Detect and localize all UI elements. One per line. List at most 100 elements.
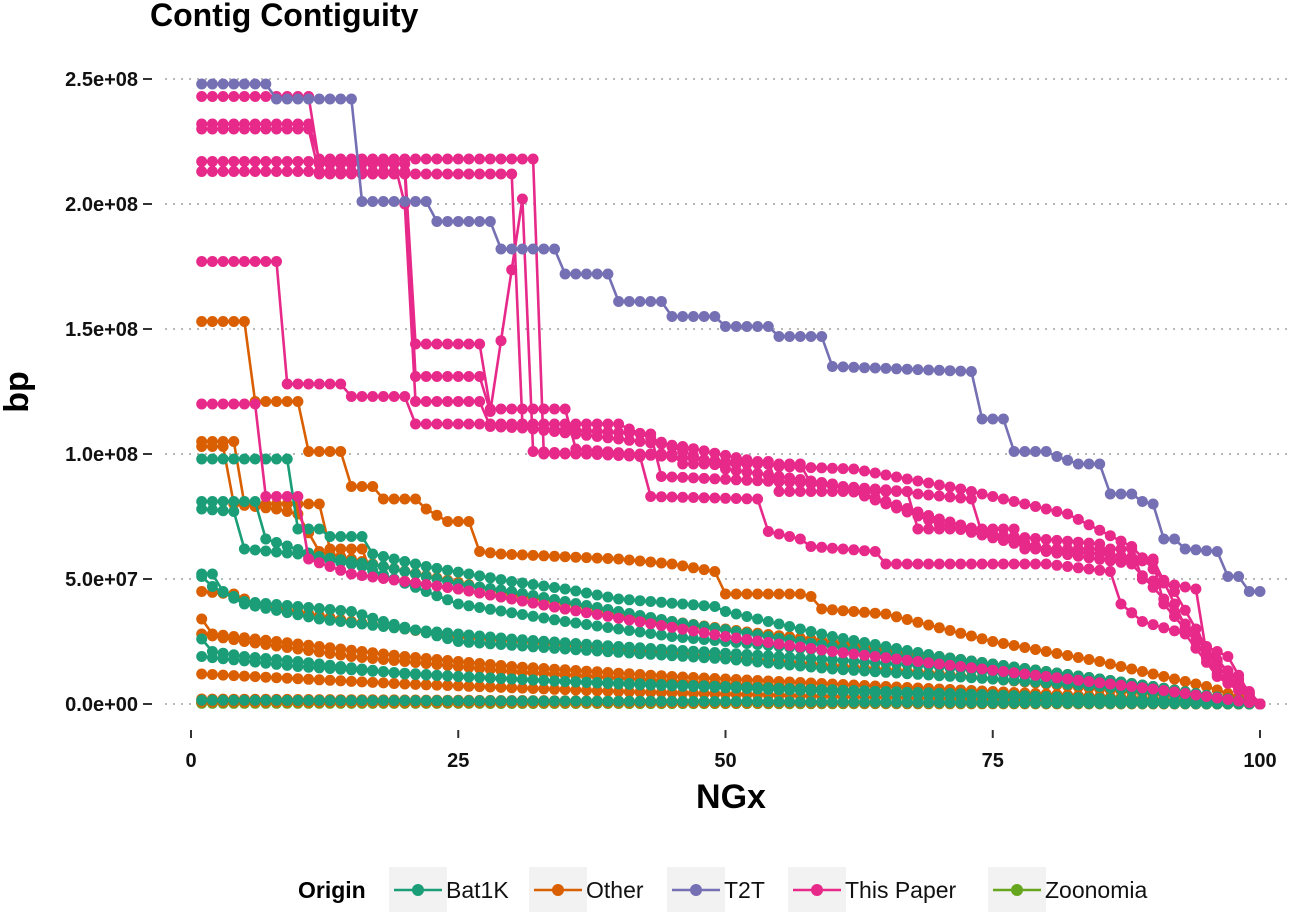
data-point (463, 671, 475, 683)
data-point (677, 632, 689, 643)
data-point (516, 577, 528, 589)
data-point (506, 682, 518, 694)
data-point (388, 391, 400, 402)
data-point (923, 477, 935, 489)
data-point (303, 661, 315, 673)
data-point (1104, 566, 1116, 577)
data-point (666, 439, 678, 451)
data-point (613, 641, 625, 652)
data-point (345, 166, 357, 177)
data-point (602, 685, 614, 697)
data-point (1147, 698, 1159, 709)
data-point (1072, 550, 1084, 562)
data-point (655, 296, 667, 307)
data-point (1179, 604, 1191, 616)
data-point (773, 618, 785, 630)
data-point (367, 196, 379, 207)
data-point (484, 631, 496, 643)
data-point (1030, 446, 1041, 457)
data-point (1243, 689, 1255, 701)
data-point (666, 631, 678, 642)
data-point (826, 542, 838, 554)
data-point (1094, 524, 1106, 536)
data-point (976, 663, 988, 675)
data-point (1083, 563, 1095, 575)
series-this-paper (196, 398, 1266, 710)
data-point (506, 243, 518, 255)
data-point (634, 451, 646, 462)
data-point (602, 449, 614, 461)
data-point (687, 311, 699, 322)
data-point (591, 431, 603, 442)
data-point (976, 633, 988, 645)
data-point (848, 486, 860, 498)
data-point (581, 619, 592, 630)
data-point (452, 671, 464, 682)
data-point (655, 471, 667, 482)
data-point (773, 486, 785, 497)
data-point (720, 588, 731, 600)
data-point (1211, 671, 1223, 682)
data-point (891, 653, 902, 665)
data-point (1147, 668, 1159, 680)
data-point (826, 663, 838, 675)
data-point (997, 638, 1009, 649)
data-point (698, 646, 710, 658)
data-point (474, 587, 486, 599)
data-point (420, 338, 432, 350)
legend-key-dot (690, 884, 702, 896)
data-point (206, 453, 218, 465)
data-point (687, 645, 699, 657)
data-point (848, 664, 860, 676)
data-point (206, 581, 218, 592)
data-point (196, 256, 208, 267)
data-point (1169, 686, 1180, 698)
data-point (281, 672, 293, 684)
data-point (912, 364, 924, 376)
data-point (206, 504, 218, 516)
data-point (837, 655, 849, 666)
data-point (987, 491, 999, 502)
data-point (442, 371, 454, 382)
data-point (955, 627, 967, 639)
data-point (901, 473, 913, 485)
data-point (709, 459, 721, 471)
data-point (709, 473, 721, 485)
data-point (442, 660, 454, 671)
data-point (484, 572, 496, 584)
data-point (356, 665, 368, 676)
data-point (602, 610, 614, 622)
data-point (805, 591, 817, 602)
data-point (1115, 556, 1127, 568)
y-tick-label: 0.0e+00 (65, 694, 138, 716)
data-point (1083, 697, 1095, 709)
data-point (677, 645, 689, 656)
data-point (837, 664, 849, 676)
data-point (196, 651, 208, 662)
data-point (356, 609, 368, 621)
data-point (399, 623, 411, 635)
data-point (752, 635, 764, 647)
data-point (549, 426, 560, 437)
data-point (912, 688, 924, 700)
data-point (869, 494, 881, 506)
data-point (399, 566, 411, 577)
data-point (591, 449, 603, 460)
data-point (623, 614, 635, 626)
data-point (196, 586, 208, 597)
data-point (399, 166, 411, 177)
data-point (752, 475, 764, 487)
data-point (324, 561, 336, 572)
data-point (367, 695, 379, 707)
data-point (1233, 571, 1245, 582)
data-point (506, 695, 518, 707)
data-point (281, 491, 293, 502)
data-point (281, 156, 293, 167)
data-point (687, 443, 699, 455)
data-point (591, 620, 603, 632)
data-point (773, 331, 785, 342)
data-point (816, 653, 828, 665)
data-point (1072, 536, 1084, 548)
data-point (335, 556, 347, 568)
data-point (581, 695, 592, 707)
